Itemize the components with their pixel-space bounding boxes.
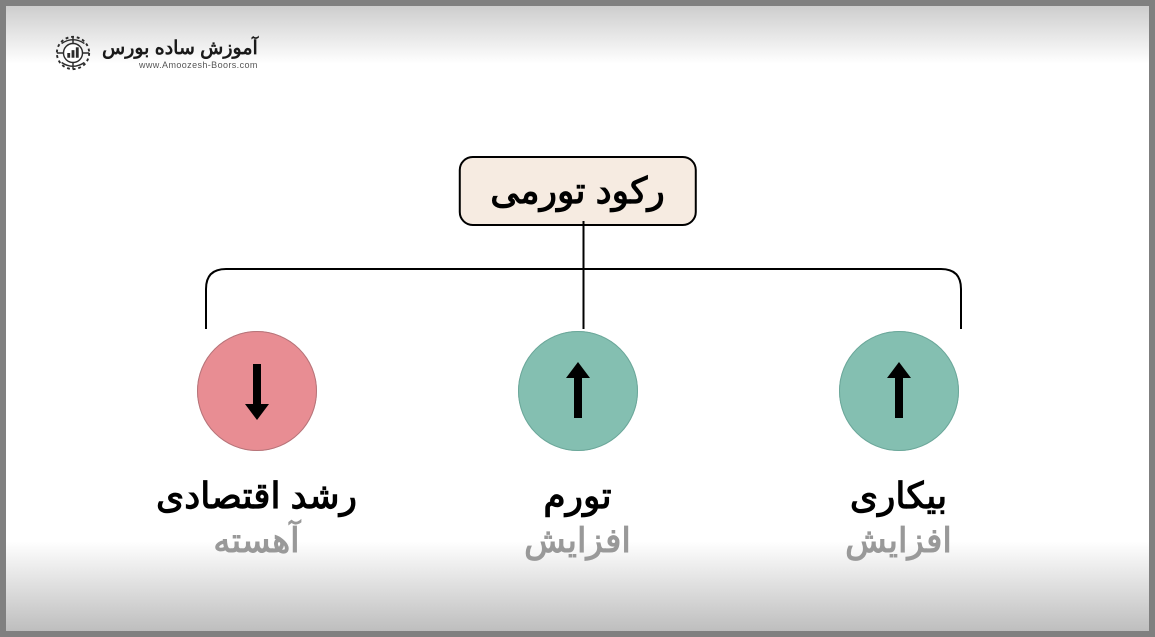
child-title: رشد اقتصادی bbox=[156, 475, 357, 517]
child-growth: رشد اقتصادی آهسته bbox=[127, 331, 387, 561]
circle-unemployment bbox=[839, 331, 959, 451]
child-title: تورم bbox=[543, 475, 611, 517]
root-node: رکود تورمی bbox=[458, 156, 696, 226]
children-row: بیکاری افزایش تورم افزایش رشد اقتصادی آه… bbox=[6, 331, 1149, 561]
globe-chart-icon bbox=[54, 34, 92, 72]
logo-area: آموزش ساده بورس www.Amoozesh-Boors.com bbox=[54, 34, 258, 72]
child-unemployment: بیکاری افزایش bbox=[769, 331, 1029, 561]
root-label: رکود تورمی bbox=[490, 170, 664, 211]
logo-text: آموزش ساده بورس www.Amoozesh-Boors.com bbox=[102, 37, 258, 70]
logo-subtitle: www.Amoozesh-Boors.com bbox=[102, 60, 258, 70]
logo-title: آموزش ساده بورس bbox=[102, 37, 258, 60]
child-subtitle: افزایش bbox=[524, 521, 631, 561]
child-subtitle: افزایش bbox=[845, 521, 952, 561]
circle-inflation bbox=[518, 331, 638, 451]
circle-growth bbox=[197, 331, 317, 451]
arrow-up-icon bbox=[879, 356, 919, 426]
child-subtitle: آهسته bbox=[213, 521, 299, 561]
arrow-up-icon bbox=[558, 356, 598, 426]
arrow-down-icon bbox=[237, 356, 277, 426]
child-title: بیکاری bbox=[850, 475, 947, 517]
child-inflation: تورم افزایش bbox=[448, 331, 708, 561]
